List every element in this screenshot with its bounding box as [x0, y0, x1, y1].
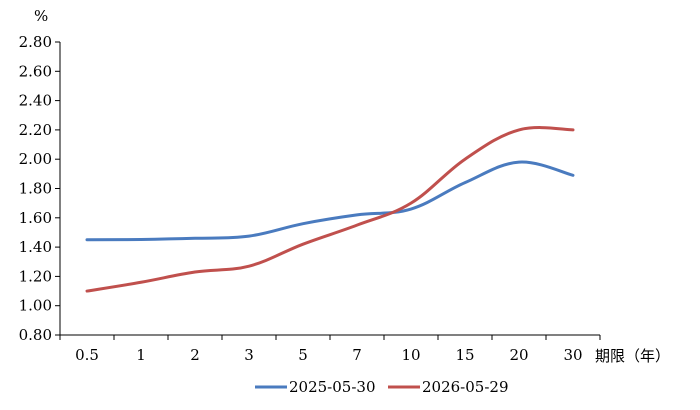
y-tick-label: 2.20 — [19, 121, 52, 139]
y-axis-title: % — [34, 7, 48, 25]
x-tick-label: 0.5 — [75, 346, 99, 364]
series-line-2 — [85, 126, 575, 293]
legend-label-2: 2026-05-29 — [422, 378, 508, 396]
x-tick-label: 3 — [244, 346, 254, 364]
x-tick-label: 7 — [352, 346, 362, 364]
y-tick-label: 1.00 — [19, 297, 52, 315]
series-line-1 — [85, 160, 575, 242]
y-tick-label: 1.80 — [19, 180, 52, 198]
legend-label-1: 2025-05-30 — [289, 378, 375, 396]
y-tick-label: 1.40 — [19, 238, 52, 256]
x-tick-label: 10 — [401, 346, 420, 364]
x-tick-label: 5 — [298, 346, 308, 364]
y-tick-label: 0.80 — [19, 326, 52, 344]
x-axis-title: 期限（年） — [595, 347, 670, 365]
x-tick-label: 20 — [509, 346, 528, 364]
y-tick-label: 1.60 — [19, 209, 52, 227]
y-tick-label: 2.00 — [19, 150, 52, 168]
x-tick-label: 1 — [136, 346, 146, 364]
y-tick-label: 2.40 — [19, 92, 52, 110]
x-tick-label: 2 — [190, 346, 200, 364]
series-lines — [85, 126, 575, 293]
x-tick-label: 15 — [455, 346, 474, 364]
y-tick-label: 2.60 — [19, 62, 52, 80]
y-axis: 0.80 1.00 1.20 1.40 1.60 1.80 2.00 2.20 2.40 2.60… — [19, 33, 61, 344]
x-axis: 0.5 1 2 3 5 7 10 15 20 30 — [59, 334, 601, 364]
x-tick-label: 30 — [563, 346, 582, 364]
y-tick-label: 2.80 — [19, 33, 52, 51]
y-tick-label: 1.20 — [19, 267, 52, 285]
legend: 2025-05-30 2026-05-29 — [255, 378, 508, 396]
